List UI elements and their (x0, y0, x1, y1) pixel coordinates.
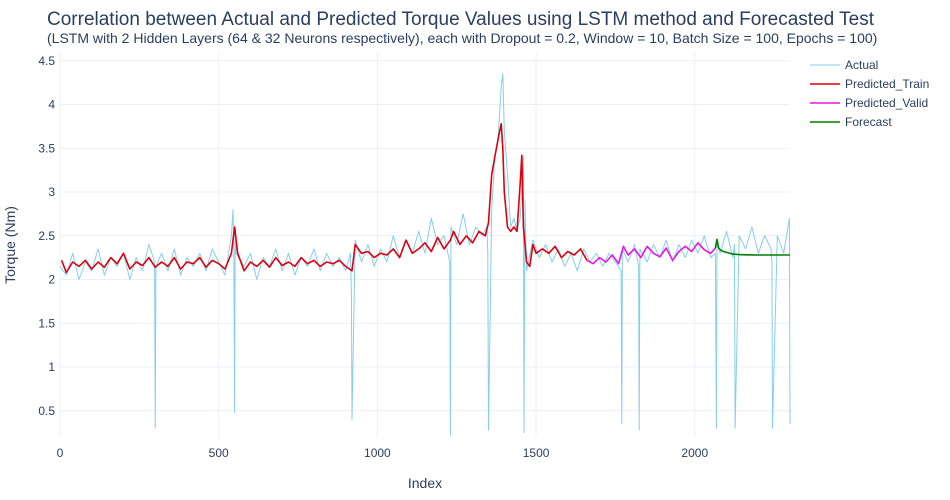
legend-label[interactable]: Predicted_Valid (845, 96, 928, 110)
legend[interactable]: Actual Predicted_Train Predicted_Valid Fore… (810, 58, 929, 129)
y-axis-title: Torque (Nm) (2, 206, 18, 284)
chart-subtitle: (LSTM with 2 Hidden Layers (64 & 32 Neur… (47, 30, 877, 46)
y-tick-label: 4 (48, 98, 55, 112)
y-tick-label: 3 (48, 185, 55, 199)
axis-ticks: 0.5 1 1.5 2 2.5 3 3.5 4 4.5 0 500 1000 1500 2000 (38, 54, 708, 460)
x-tick-label: 500 (209, 446, 229, 460)
grid-lines (59, 52, 790, 437)
series-line-forecast[interactable] (714, 238, 790, 256)
y-tick-label: 3.5 (38, 141, 55, 155)
chart-title: Correlation between Actual and Predicted… (47, 9, 875, 30)
y-tick-label: 1.5 (38, 316, 55, 330)
legend-label[interactable]: Forecast (845, 115, 892, 129)
series-line-predicted-valid[interactable] (586, 242, 716, 265)
x-tick-label: 0 (57, 446, 64, 460)
x-axis-title: Index (408, 475, 442, 491)
y-tick-label: 1 (48, 360, 55, 374)
series-line-predicted-train[interactable] (60, 123, 588, 274)
series-line-actual[interactable] (59, 73, 791, 436)
y-tick-label: 0.5 (38, 404, 55, 418)
y-tick-label: 2.5 (38, 229, 55, 243)
legend-label[interactable]: Actual (845, 58, 878, 72)
legend-label[interactable]: Predicted_Train (845, 77, 929, 91)
y-tick-label: 4.5 (38, 54, 55, 68)
y-tick-label: 2 (48, 273, 55, 287)
x-tick-label: 1000 (364, 446, 391, 460)
plot-area[interactable] (59, 73, 791, 436)
x-tick-label: 1500 (523, 446, 550, 460)
x-tick-label: 2000 (681, 446, 708, 460)
